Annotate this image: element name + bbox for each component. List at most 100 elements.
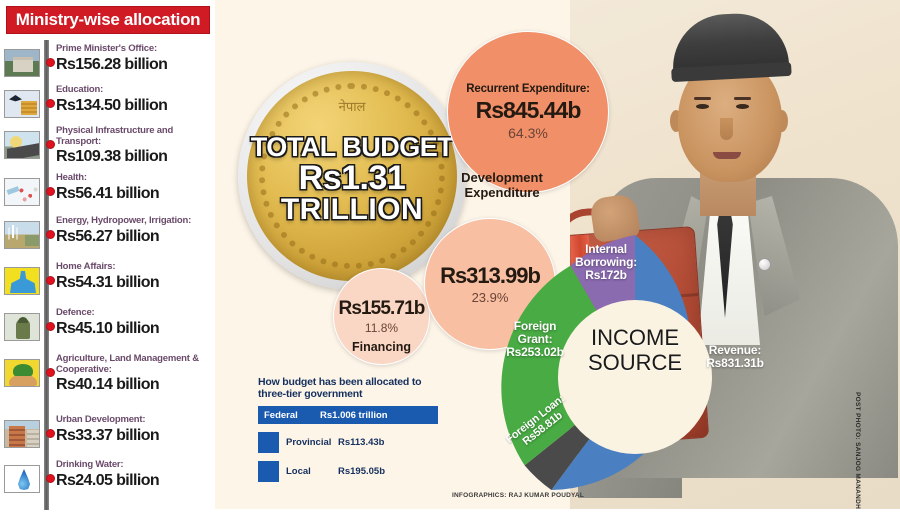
ministry-label: Home Affairs:: [56, 261, 116, 272]
ministry-item-education[interactable]: Education: Rs134.50 billion: [4, 84, 212, 118]
donut-label-foreign-grant: Foreign Grant: Rs253.02b: [506, 319, 564, 359]
tier-row-provincial[interactable]: Provincial Rs113.43b: [258, 432, 438, 453]
timeline-dot: [46, 368, 55, 377]
financing-caption: Financing: [351, 340, 412, 354]
pills-icon: [4, 178, 40, 206]
financing-percent: 11.8%: [364, 321, 399, 335]
ministry-value: Rs56.41 billion: [56, 184, 160, 202]
ministry-text: Education: Rs134.50 billion: [56, 84, 212, 114]
total-budget-text: TOTAL BUDGET Rs1.31 TRILLION: [238, 134, 466, 225]
donut-label-internal-borrowing: Internal Borrowing: Rs172b: [575, 242, 637, 282]
ministry-value: Rs109.38 billion: [56, 148, 168, 165]
ministry-text: Agriculture, Land Management & Cooperati…: [56, 353, 212, 393]
donut-center-title: INCOME SOURCE: [573, 325, 697, 375]
tier-provincial-name: Provincial: [286, 437, 332, 448]
photo-nose: [720, 118, 733, 140]
ministry-value: Rs56.27 billion: [56, 227, 160, 245]
ministry-label: Urban Development:: [56, 414, 146, 425]
ministry-label: Energy, Hydropower, Irrigation:: [56, 215, 192, 226]
ministry-panel-header: Ministry-wise allocation: [6, 6, 210, 34]
wind-turbine-icon: [4, 221, 40, 249]
photo-credit: POST PHOTO: SANJOG MANANDHAR: [854, 392, 861, 517]
ministry-text: Energy, Hydropower, Irrigation: Rs56.27 …: [56, 215, 212, 245]
coin-line-3: TRILLION: [280, 193, 424, 226]
bottom-strip: [0, 509, 900, 517]
tier-local-value: Rs195.05b: [338, 466, 386, 477]
tier-row-federal[interactable]: Federal Rs1.006 trillion: [258, 406, 438, 424]
ministry-label: Physical Infrastructure and Transport:: [56, 125, 174, 147]
ministry-label: Defence:: [56, 307, 95, 318]
ministry-label: Education:: [56, 84, 104, 95]
tier-local-name: Local: [286, 466, 311, 477]
timeline-dot: [46, 429, 55, 438]
development-percent: 23.9%: [471, 290, 509, 305]
total-budget-coin: नेपाल TOTAL BUDGET Rs1.31 TRILLION: [238, 62, 466, 290]
seedling-hands-icon: [4, 359, 40, 387]
ministry-text: Defence: Rs45.10 billion: [56, 307, 212, 337]
donut-label-revenue: Revenue: Rs831.31b: [706, 343, 764, 370]
coin-face: नेपाल: [247, 71, 457, 281]
donut-center-line-1: INCOME: [591, 325, 679, 350]
timeline-dot: [46, 230, 55, 239]
road-icon: [4, 131, 40, 159]
ministry-value: Rs54.31 billion: [56, 273, 160, 291]
ministry-label: Prime Minister's Office:: [56, 43, 157, 54]
ministry-text: Urban Development: Rs33.37 billion: [56, 414, 212, 444]
ministry-item-health[interactable]: Health: Rs56.41 billion: [4, 172, 212, 206]
ministry-item-defence[interactable]: Defence: Rs45.10 billion: [4, 307, 212, 341]
ministry-value: Rs33.37 billion: [56, 426, 160, 444]
photo-eye-right: [736, 104, 749, 109]
ministry-value: Rs134.50 billion: [56, 96, 168, 114]
ministry-text: Health: Rs56.41 billion: [56, 172, 212, 202]
timeline-dot: [46, 99, 55, 108]
timeline-dot: [46, 140, 55, 149]
coin-line-1: TOTAL BUDGET: [250, 132, 454, 162]
ministry-text: Physical Infrastructure and Transport: R…: [56, 125, 212, 165]
ministry-panel-title: Ministry-wise allocation: [15, 10, 201, 29]
ministry-value: Rs156.28 billion: [56, 55, 168, 73]
soldier-icon: [4, 313, 40, 341]
ministry-text: Home Affairs: Rs54.31 billion: [56, 261, 212, 291]
photo-eye-left: [696, 104, 709, 109]
three-tier-title: How budget has been allocated to three-t…: [258, 376, 422, 400]
ministry-item-pmo[interactable]: Prime Minister's Office: Rs156.28 billio…: [4, 43, 212, 77]
development-expenditure-caption: Development Expenditure: [461, 170, 543, 200]
ministry-item-drinking-water[interactable]: Drinking Water: Rs24.05 billion: [4, 459, 212, 493]
ministry-value: Rs24.05 billion: [56, 471, 160, 489]
ministry-item-urban-development[interactable]: Urban Development: Rs33.37 billion: [4, 414, 212, 448]
photo-eyebrow-right: [734, 97, 751, 100]
tier-local-swatch: [258, 461, 279, 482]
recurrent-percent: 64.3%: [508, 125, 548, 141]
ministry-item-energy[interactable]: Energy, Hydropower, Irrigation: Rs56.27 …: [4, 215, 212, 249]
parliament-building-icon: [4, 49, 40, 77]
timeline-dot: [46, 322, 55, 331]
income-source-donut-chart: [501, 235, 712, 490]
ministry-item-infrastructure[interactable]: Physical Infrastructure and Transport: R…: [4, 125, 212, 165]
ministry-item-agriculture[interactable]: Agriculture, Land Management & Cooperati…: [4, 353, 212, 393]
ministry-allocation-panel: Ministry-wise allocation Prime Minister'…: [0, 0, 215, 517]
development-value: Rs313.99b: [440, 263, 541, 288]
tier-row-local[interactable]: Local Rs195.05b: [258, 461, 438, 482]
coin-line-2: Rs1.31: [298, 159, 406, 197]
timeline-bar: [44, 40, 49, 510]
ministry-label: Drinking Water:: [56, 459, 124, 470]
tier-provincial-swatch: [258, 432, 279, 453]
tier-provincial-value: Rs113.43b: [338, 437, 385, 448]
ministry-text: Prime Minister's Office: Rs156.28 billio…: [56, 43, 212, 73]
timeline-dot: [46, 276, 55, 285]
tier-federal-value: Rs1.006 trillion: [320, 409, 388, 421]
recurrent-label: Recurrent Expenditure:: [466, 83, 590, 95]
city-buildings-icon: [4, 420, 40, 448]
ministry-label: Agriculture, Land Management & Cooperati…: [56, 353, 199, 375]
timeline-dot: [46, 58, 55, 67]
ministry-label: Health:: [56, 172, 87, 183]
graduation-cap-icon: [4, 90, 40, 118]
recurrent-value: Rs845.44b: [475, 97, 582, 123]
ministry-text: Drinking Water: Rs24.05 billion: [56, 459, 212, 489]
ministry-item-home-affairs[interactable]: Home Affairs: Rs54.31 billion: [4, 261, 212, 295]
photo-mouth: [713, 152, 741, 159]
ministry-value: Rs45.10 billion: [56, 319, 160, 337]
timeline-dot: [46, 187, 55, 196]
coin-devanagari-text: नेपाल: [338, 100, 366, 115]
